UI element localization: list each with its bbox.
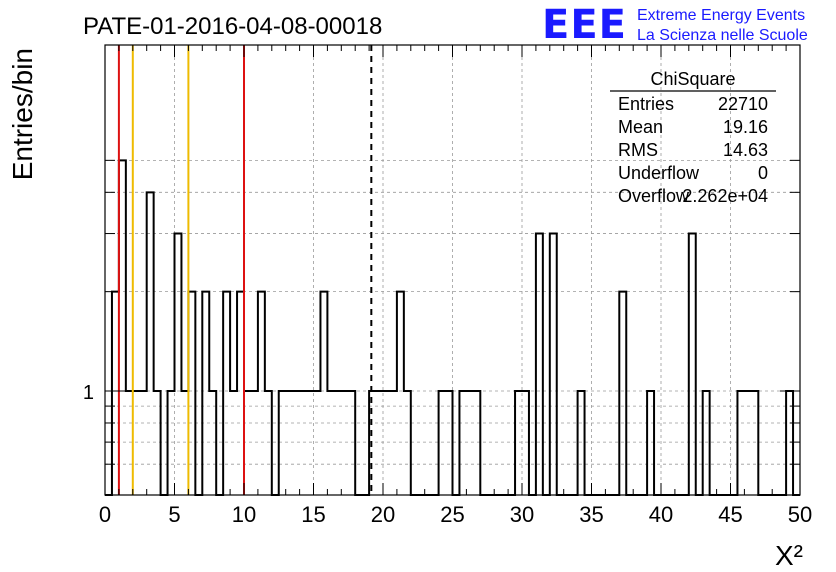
- stats-underflow-label: Underflow: [618, 163, 700, 183]
- grid-lines: [105, 45, 800, 495]
- stats-rms-label: RMS: [618, 140, 658, 160]
- reference-lines: [117, 45, 373, 495]
- stats-overflow-label: Overflow: [618, 186, 690, 206]
- chart-title: PATE-01-2016-04-08-00018: [83, 13, 382, 40]
- axis-ticks: 0 5 10 15 20 25 30 35 40 45 50: [99, 45, 812, 527]
- eee-logo-mark: EEE: [542, 2, 627, 48]
- x-tick-label: 10: [232, 502, 256, 527]
- stats-entries-label: Entries: [618, 94, 674, 114]
- x-tick-label: 5: [168, 502, 180, 527]
- y-tick-label-1: 1: [83, 382, 94, 404]
- eee-logo-line1: Extreme Energy Events: [637, 7, 805, 24]
- x-tick-label: 35: [579, 502, 603, 527]
- x-tick-label: 25: [440, 502, 464, 527]
- x-tick-label: 20: [371, 502, 395, 527]
- stats-underflow-value: 0: [758, 163, 768, 183]
- stats-entries-value: 22710: [718, 94, 768, 114]
- x-tick-label: 40: [649, 502, 673, 527]
- x-tick-label: 30: [510, 502, 534, 527]
- x-tick-label: 0: [99, 502, 111, 527]
- eee-logo-line2: La Scienza nelle Scuole: [637, 27, 808, 44]
- stats-overflow-value: 2.262e+04: [682, 186, 768, 206]
- stats-rms-value: 14.63: [723, 140, 768, 160]
- x-tick-label: 50: [788, 502, 812, 527]
- y-axis-label: Entries/bin: [7, 48, 38, 180]
- x-axis-label: X²: [775, 540, 803, 571]
- x-tick-label: 15: [301, 502, 325, 527]
- stats-mean-label: Mean: [618, 117, 663, 137]
- eee-logo: EEE Extreme Energy Events La Scienza nel…: [542, 2, 808, 48]
- stats-mean-value: 19.16: [723, 117, 768, 137]
- stats-box: ChiSquare Entries 22710 Mean 19.16 RMS 1…: [610, 69, 776, 206]
- x-tick-label: 45: [718, 502, 742, 527]
- stats-title: ChiSquare: [650, 69, 735, 89]
